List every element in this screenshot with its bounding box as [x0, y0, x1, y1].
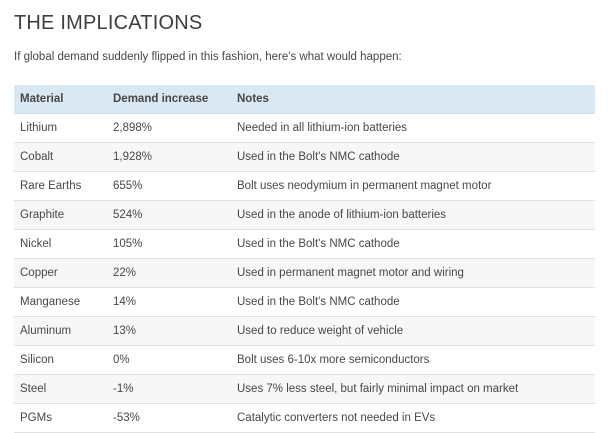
cell-demand-increase: 0% — [107, 345, 231, 375]
cell-notes: Uses 7% less steel, but fairly minimal i… — [231, 374, 595, 404]
cell-demand-increase: 14% — [107, 287, 231, 317]
cell-material: Copper — [14, 258, 107, 288]
cell-demand-increase: -1% — [107, 374, 231, 404]
cell-material: Manganese — [14, 287, 107, 317]
cell-material: PGMs — [14, 403, 107, 433]
table-row: Lithium 2,898% Needed in all lithium-ion… — [14, 114, 595, 143]
cell-material: Aluminum — [14, 316, 107, 346]
cell-material: Steel — [14, 374, 107, 404]
cell-material: Silicon — [14, 345, 107, 375]
cell-demand-increase: 1,928% — [107, 142, 231, 172]
cell-demand-increase: 524% — [107, 200, 231, 230]
cell-material: Rare Earths — [14, 171, 107, 201]
table-row: Nickel 105% Used in the Bolt's NMC catho… — [14, 229, 595, 259]
cell-notes: Used in the anode of lithium-ion batteri… — [231, 200, 595, 230]
cell-notes: Catalytic converters not needed in EVs — [231, 403, 595, 433]
implications-table: Material Demand increase Notes Lithium 2… — [14, 85, 595, 433]
column-header-demand-increase: Demand increase — [107, 85, 231, 114]
cell-notes: Used in the Bolt's NMC cathode — [231, 287, 595, 317]
table-row: Graphite 524% Used in the anode of lithi… — [14, 200, 595, 230]
table-row: Silicon 0% Bolt uses 6-10x more semicond… — [14, 345, 595, 375]
page-subtitle: If global demand suddenly flipped in thi… — [14, 51, 402, 63]
table-row: Steel -1% Uses 7% less steel, but fairly… — [14, 374, 595, 404]
cell-material: Cobalt — [14, 142, 107, 172]
cell-notes: Bolt uses neodymium in permanent magnet … — [231, 171, 595, 201]
cell-notes: Used to reduce weight of vehicle — [231, 316, 595, 346]
table-row: Cobalt 1,928% Used in the Bolt's NMC cat… — [14, 142, 595, 172]
cell-demand-increase: 13% — [107, 316, 231, 346]
cell-demand-increase: 2,898% — [113, 122, 153, 134]
table-row: Manganese 14% Used in the Bolt's NMC cat… — [14, 287, 595, 317]
cell-material: Nickel — [14, 229, 107, 259]
cell-demand-increase: -53% — [107, 403, 231, 433]
cell-notes: Bolt uses 6-10x more semiconductors — [231, 345, 595, 375]
table-row: PGMs -53% Catalytic converters not neede… — [14, 403, 595, 433]
cell-notes: Used in the Bolt's NMC cathode — [231, 142, 595, 172]
table-body: Lithium 2,898% Needed in all lithium-ion… — [14, 114, 595, 433]
cell-demand-increase: 655% — [107, 171, 231, 201]
page-title: THE IMPLICATIONS — [14, 12, 203, 34]
cell-material: Lithium — [20, 122, 58, 134]
table-row: Rare Earths 655% Bolt uses neodymium in … — [14, 171, 595, 201]
column-header-material: Material — [14, 85, 107, 114]
cell-notes: Used in permanent magnet motor and wirin… — [231, 258, 595, 288]
column-header-notes: Notes — [231, 85, 595, 114]
cell-notes: Used in the Bolt's NMC cathode — [231, 229, 595, 259]
table-row: Aluminum 13% Used to reduce weight of ve… — [14, 316, 595, 346]
cell-material: Graphite — [14, 200, 107, 230]
table-row: Copper 22% Used in permanent magnet moto… — [14, 258, 595, 288]
table-header-row: Material Demand increase Notes — [14, 85, 595, 114]
cell-demand-increase: 22% — [107, 258, 231, 288]
cell-demand-increase: 105% — [107, 229, 231, 259]
cell-notes: Needed in all lithium-ion batteries — [237, 122, 408, 134]
